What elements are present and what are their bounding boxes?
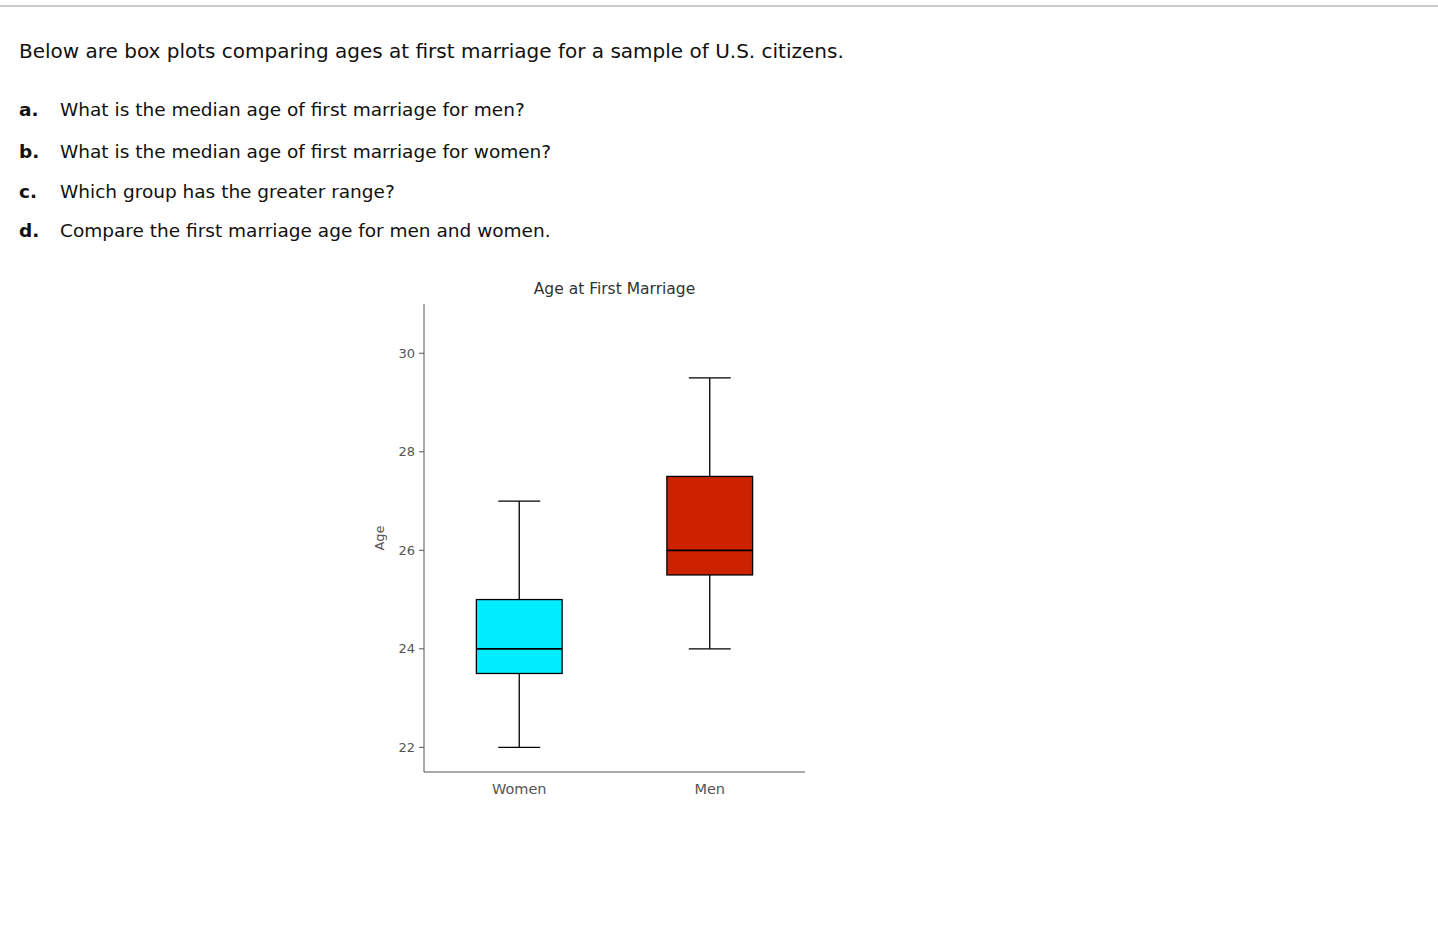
y-tick-label: 26	[398, 543, 415, 558]
y-axis-label: Age	[372, 525, 387, 550]
upper-cap	[689, 377, 731, 378]
y-tick	[419, 451, 424, 452]
question-letter: d.	[19, 220, 39, 241]
lower-whisker	[519, 673, 520, 747]
y-tick	[419, 648, 424, 649]
x-tick-label: Women	[492, 781, 547, 797]
plot-marks	[476, 378, 752, 747]
upper-whisker	[709, 378, 710, 477]
lower-cap	[498, 747, 540, 748]
y-tick-label: 22	[398, 740, 415, 755]
question-text: What is the median age of first marriage…	[60, 141, 551, 162]
box	[476, 600, 562, 674]
question: d. Compare the first marriage age for men…	[19, 220, 551, 241]
y-axis	[424, 304, 425, 772]
x-tick-label: Men	[694, 781, 725, 797]
upper-cap	[498, 500, 540, 501]
question-letter: c.	[19, 181, 37, 202]
upper-whisker	[519, 501, 520, 600]
question-letter: b.	[19, 141, 39, 162]
top-border	[0, 5, 1438, 7]
question-text: What is the median age of first marriage…	[60, 99, 525, 120]
chart-title: Age at First Marriage	[534, 280, 695, 298]
y-tick-label: 28	[398, 444, 415, 459]
y-tick-label: 24	[398, 641, 415, 656]
question: b. What is the median age of first marria…	[19, 141, 551, 162]
box	[667, 476, 753, 575]
lower-cap	[689, 648, 731, 649]
question-text: Compare the first marriage age for men a…	[60, 220, 551, 241]
question-text: Which group has the greater range?	[60, 181, 395, 202]
y-tick	[419, 550, 424, 551]
question-letter: a.	[19, 99, 39, 120]
x-axis	[424, 772, 805, 773]
question: c. Which group has the greater range?	[19, 181, 395, 202]
median-line	[667, 549, 753, 551]
page: Below are box plots comparing ages at fi…	[0, 0, 1438, 936]
question: a. What is the median age of first marria…	[19, 99, 525, 120]
y-tick	[419, 353, 424, 354]
y-tick	[419, 747, 424, 748]
y-tick-label: 30	[398, 346, 415, 361]
header: Below are box plots comparing ages at fi…	[19, 39, 844, 63]
lower-whisker	[709, 575, 710, 649]
median-line	[476, 648, 562, 650]
